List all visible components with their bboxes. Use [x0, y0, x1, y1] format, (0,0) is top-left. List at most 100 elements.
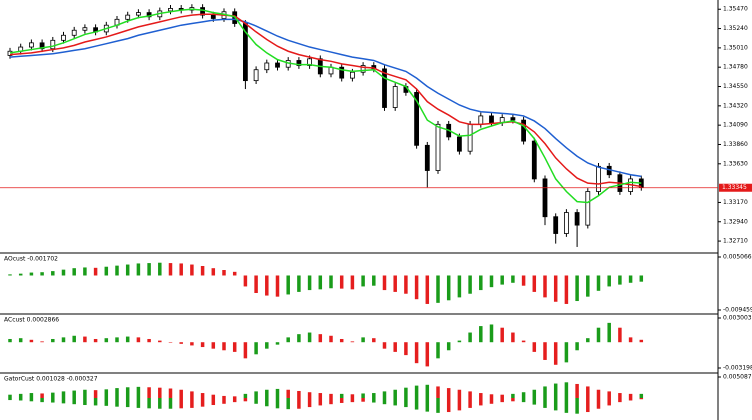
histogram-bar	[607, 391, 611, 398]
candle-body	[146, 12, 152, 18]
histogram-bar	[254, 275, 258, 293]
histogram-bar	[479, 393, 483, 398]
histogram-bar	[115, 337, 119, 343]
histogram-bar	[168, 388, 173, 398]
histogram-bar	[286, 398, 290, 410]
candle-body	[264, 62, 270, 71]
candle-body	[478, 115, 484, 125]
candle-body	[467, 123, 473, 152]
y-tick-label: 1.35010	[723, 44, 748, 51]
histogram-bar	[147, 338, 151, 343]
candle-body	[200, 7, 206, 16]
histogram-bar	[61, 269, 66, 276]
histogram-bar	[179, 398, 183, 409]
histogram-bar	[29, 393, 34, 398]
histogram-bar	[500, 275, 504, 285]
y-tick-label: -0.0031988	[723, 365, 752, 372]
histogram-bar	[136, 386, 141, 398]
histogram-bar	[179, 342, 183, 344]
histogram-bar	[115, 388, 119, 398]
histogram-bar	[382, 391, 387, 398]
histogram-bar	[8, 394, 12, 398]
histogram-bar	[500, 394, 504, 398]
histogram-bar	[393, 398, 397, 406]
histogram-bar	[532, 342, 537, 352]
candle-body	[125, 14, 131, 20]
histogram-bar	[479, 398, 483, 406]
y-tick-label: 1.33170	[723, 199, 748, 206]
candle-body	[456, 136, 462, 152]
histogram-bar	[254, 342, 258, 355]
histogram-bar	[575, 342, 579, 351]
histogram-bar	[489, 324, 494, 343]
histogram-bar	[265, 398, 269, 407]
y-tick-label: 0.005087	[723, 374, 752, 381]
histogram-bar	[243, 342, 248, 359]
histogram-bar	[136, 337, 141, 343]
histogram-bar	[596, 327, 601, 343]
histogram-bar	[72, 335, 76, 343]
histogram-bar	[436, 386, 440, 398]
y-tick-label: 0.0030039	[723, 315, 752, 322]
histogram-bar	[125, 336, 130, 343]
candle-body	[296, 60, 302, 66]
candle-body	[489, 115, 494, 124]
histogram-bar	[372, 338, 376, 343]
candle-body	[168, 7, 173, 12]
histogram-bar	[339, 275, 344, 289]
last-price-label: 1.33345	[722, 184, 747, 191]
histogram-bar	[639, 398, 644, 400]
histogram-bar	[318, 393, 323, 398]
histogram-bar	[93, 338, 98, 343]
histogram-bar	[318, 275, 323, 290]
histogram-bar	[457, 275, 462, 298]
histogram-bar	[200, 393, 205, 398]
histogram-bar	[350, 275, 355, 290]
histogram-bar	[457, 389, 462, 398]
histogram-bar	[93, 267, 98, 276]
histogram-bar	[125, 264, 130, 276]
histogram-bar	[136, 398, 141, 408]
histogram-bar	[436, 275, 440, 303]
histogram-bar	[457, 340, 462, 343]
histogram-bar	[104, 338, 109, 343]
histogram-bar	[8, 338, 12, 343]
pane-title: AOcust -0.001702	[4, 256, 58, 263]
y-tick-label: 1.34320	[723, 102, 748, 109]
histogram-bar	[639, 393, 644, 398]
histogram-bar	[104, 389, 109, 398]
histogram-bar	[361, 398, 365, 402]
histogram-bar	[553, 342, 558, 365]
histogram-bar	[190, 264, 194, 276]
histogram-bar	[628, 393, 633, 398]
histogram-bar	[286, 275, 290, 295]
histogram-bar	[436, 398, 440, 413]
histogram-bar	[265, 389, 269, 398]
histogram-bar	[521, 398, 526, 403]
histogram-bar	[40, 341, 44, 343]
histogram-bar	[104, 398, 109, 406]
histogram-bar	[275, 342, 280, 345]
y-tick-label: -0.009459	[723, 307, 752, 314]
histogram-bar	[318, 334, 323, 343]
histogram-bar	[404, 342, 408, 356]
histogram-bar	[339, 398, 344, 403]
candle-body	[392, 86, 398, 108]
histogram-bar	[61, 398, 66, 404]
histogram-bar	[329, 335, 333, 343]
histogram-bar	[275, 275, 280, 297]
y-tick-label: 1.34090	[723, 122, 748, 129]
histogram-bar	[275, 398, 280, 409]
histogram-bar	[222, 342, 226, 351]
histogram-bar	[136, 263, 141, 276]
moving-average-line	[9, 13, 642, 188]
histogram-bar	[179, 389, 183, 398]
candle-body	[564, 212, 569, 234]
histogram-bar	[297, 390, 301, 398]
histogram-bar	[489, 398, 494, 404]
histogram-bar	[72, 390, 76, 398]
histogram-bar	[618, 275, 622, 285]
y-tick-label: 1.35470	[723, 6, 748, 13]
histogram-bar	[18, 273, 23, 276]
